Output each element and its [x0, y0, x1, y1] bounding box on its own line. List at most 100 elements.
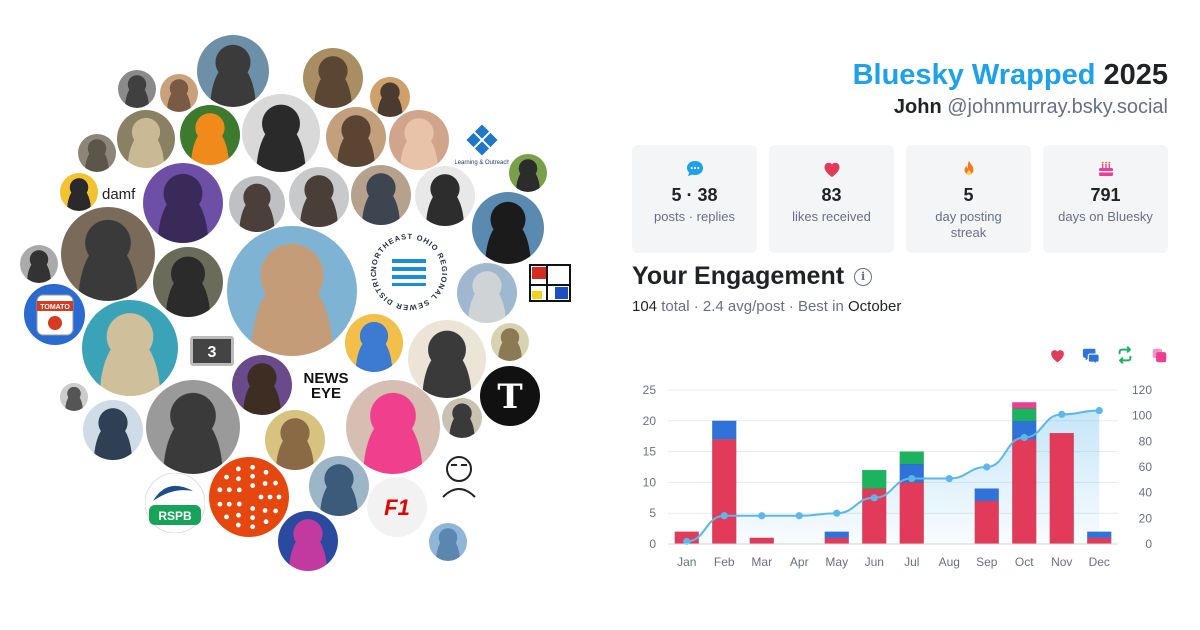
- x-tick-label: Oct: [1015, 555, 1034, 569]
- avatar[interactable]: [289, 167, 349, 227]
- tomato-can-logo[interactable]: TOMATO: [25, 285, 85, 345]
- svg-text:3: 3: [208, 344, 217, 361]
- avatar[interactable]: [346, 380, 440, 474]
- y2-tick-label: 120: [1132, 383, 1152, 397]
- repost-icon: [1118, 346, 1132, 364]
- avatar[interactable]: [345, 314, 403, 372]
- avatar[interactable]: [415, 166, 475, 226]
- avatar[interactable]: [389, 110, 449, 170]
- avatar[interactable]: [229, 176, 285, 232]
- avatar[interactable]: [472, 192, 544, 264]
- avatar[interactable]: [153, 247, 223, 317]
- avatar[interactable]: [278, 511, 338, 571]
- avatar[interactable]: [227, 226, 357, 356]
- rspb-logo[interactable]: RSPB: [145, 473, 205, 533]
- avatar[interactable]: [20, 245, 58, 283]
- header: Bluesky Wrapped 2025 John @johnmurray.bs…: [853, 58, 1168, 120]
- avatar[interactable]: [118, 70, 156, 108]
- y2-tick-label: 40: [1139, 486, 1153, 500]
- avatar[interactable]: [509, 154, 547, 192]
- legend-reposts[interactable]: [1116, 346, 1134, 364]
- avatar[interactable]: [351, 165, 411, 225]
- avatar[interactable]: [117, 110, 175, 168]
- learning-outreach-logo[interactable]: Learning & Outreach: [455, 120, 509, 174]
- x-tick-label: Mar: [751, 555, 772, 569]
- avatar[interactable]: [60, 173, 98, 211]
- stat-label: day posting streak: [935, 209, 1002, 240]
- y-tick-label: 25: [643, 383, 657, 397]
- legend-replies[interactable]: [1082, 346, 1100, 364]
- avatar[interactable]: [61, 207, 155, 301]
- avatar[interactable]: [78, 134, 116, 172]
- x-tick-label: Jul: [904, 555, 919, 569]
- engagement-total: 104: [632, 298, 658, 315]
- bar-segment: [899, 482, 924, 545]
- avatar[interactable]: [265, 410, 325, 470]
- legend-likes[interactable]: [1048, 346, 1066, 364]
- avatar[interactable]: [197, 35, 269, 107]
- engagement-best-month: October: [847, 298, 902, 315]
- radio-logo[interactable]: 3: [186, 325, 238, 377]
- avatar[interactable]: [326, 107, 386, 167]
- x-tick-label: Aug: [939, 555, 960, 569]
- info-icon[interactable]: i: [854, 267, 873, 286]
- svg-text:EYE: EYE: [311, 385, 341, 402]
- avatar[interactable]: [491, 323, 529, 361]
- heart-icon: [824, 162, 839, 177]
- avatar[interactable]: [232, 355, 292, 415]
- avatar[interactable]: [442, 398, 482, 438]
- avatar[interactable]: [143, 163, 223, 243]
- avatar[interactable]: [370, 77, 410, 117]
- x-tick-label: Apr: [790, 555, 809, 569]
- orange-dots-logo[interactable]: [209, 457, 289, 537]
- sewer-district-logo[interactable]: NORTHEAST OHIO REGIONAL SEWER DISTRICT: [364, 227, 454, 317]
- avatar[interactable]: [82, 300, 178, 396]
- sketch-portrait[interactable]: [431, 445, 487, 501]
- x-tick-label: Nov: [1051, 555, 1072, 569]
- y-tick-label: 10: [643, 475, 657, 489]
- svg-text:T: T: [497, 377, 522, 417]
- x-tick-label: May: [825, 555, 848, 569]
- bar-segment: [899, 451, 924, 465]
- x-tick-label: Dec: [1089, 555, 1110, 569]
- mondrian-logo[interactable]: [520, 253, 580, 313]
- page-title: Bluesky Wrapped 2025: [853, 58, 1168, 92]
- y-tick-label: 0: [649, 537, 656, 551]
- heart-icon: [1050, 349, 1064, 362]
- cake-icon: [1098, 161, 1113, 176]
- avatar[interactable]: [146, 380, 240, 474]
- x-tick-label: Jan: [677, 555, 696, 569]
- avatar[interactable]: [60, 383, 88, 411]
- cumulative-point: [758, 512, 766, 520]
- user-line: John @johnmurray.bsky.social: [853, 94, 1168, 120]
- engagement-title-text: Your Engagement: [632, 262, 845, 290]
- avatar[interactable]: [160, 74, 198, 112]
- bar-segment: [712, 420, 737, 440]
- cumulative-point: [908, 474, 916, 483]
- y2-tick-label: 60: [1139, 460, 1153, 474]
- avatar[interactable]: [83, 400, 143, 460]
- engagement-chart: 0 5 10 15 20 25 0 20 40 60 80 100 120 Jan Feb Mar Apr May…: [643, 383, 1153, 569]
- user-handle: @johnmurray.bsky.social: [947, 96, 1168, 118]
- avatar[interactable]: [180, 105, 240, 165]
- x-tick-label: Feb: [714, 555, 735, 569]
- bar-segment: [712, 439, 737, 545]
- bar-segment: [862, 469, 887, 489]
- user-name: John: [893, 96, 942, 118]
- svg-text:TOMATO: TOMATO: [40, 304, 70, 311]
- legend-quotes[interactable]: [1150, 346, 1168, 364]
- avatar[interactable]: [429, 523, 467, 561]
- stat-streak: 5 day posting streak: [906, 145, 1031, 253]
- x-tick-label: Jun: [865, 555, 884, 569]
- avatar[interactable]: [303, 48, 363, 108]
- f1-logo[interactable]: F1: [367, 477, 427, 537]
- avatar[interactable]: [242, 94, 320, 172]
- cumulative-point: [1020, 433, 1028, 442]
- avatar[interactable]: [309, 456, 369, 516]
- avatar[interactable]: [408, 320, 486, 398]
- nyt-logo[interactable]: T: [480, 366, 540, 426]
- bar-segment: [1012, 408, 1037, 422]
- avatar[interactable]: [457, 263, 517, 323]
